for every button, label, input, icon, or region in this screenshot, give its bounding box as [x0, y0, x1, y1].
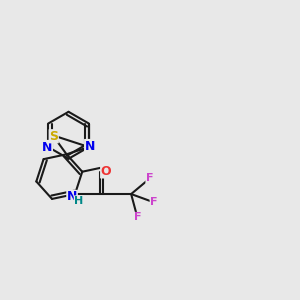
- Text: O: O: [101, 165, 111, 178]
- Text: F: F: [150, 197, 158, 207]
- Text: H: H: [74, 196, 83, 206]
- Text: N: N: [42, 140, 52, 154]
- Text: N: N: [67, 190, 77, 203]
- Text: F: F: [134, 212, 141, 223]
- Text: F: F: [146, 173, 154, 184]
- Text: N: N: [85, 140, 95, 152]
- Text: S: S: [49, 130, 58, 143]
